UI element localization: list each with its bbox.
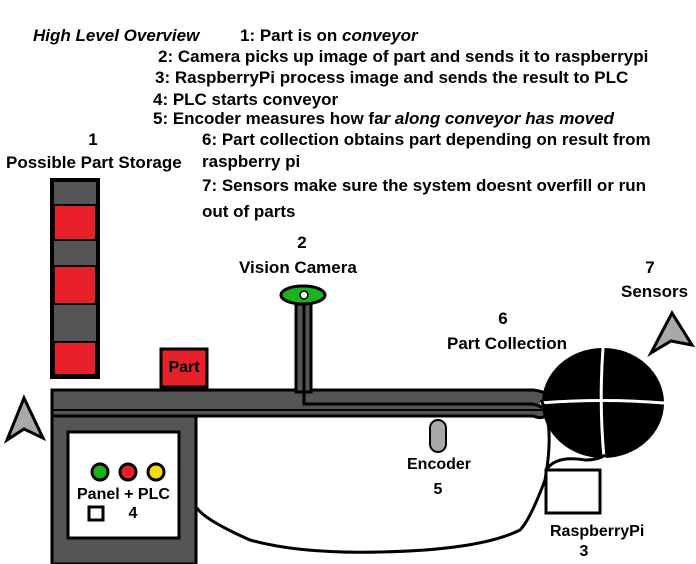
sensors-label: Sensors [621,282,688,301]
encoder-body [429,419,447,453]
raspberry-cable [195,399,551,554]
step-1-emphasis: conveyor [342,26,419,45]
panel-plc: Panel + PLC 4 [50,414,198,564]
yellow-light-icon [146,462,166,482]
part-box [159,347,209,389]
step-2: 2: Camera picks up image of part and sen… [158,47,648,66]
step-4: 4: PLC starts conveyor [153,90,339,109]
step-5-text: 5: Encoder measures how fa [153,109,384,128]
step-1: 1: Part is on conveyor [240,26,419,45]
encoder-number: 5 [434,481,443,498]
panel-label: Panel + PLC [77,486,170,503]
camera-cable [302,300,543,410]
raspberrypi-label: RaspberryPi [550,523,644,540]
panel-button [87,505,105,522]
camera-number: 2 [297,233,306,252]
storage-slot-red [53,341,97,376]
step-5-emphasis: r along conveyor has moved [384,109,615,128]
collection-label: Part Collection [447,334,567,353]
red-light-icon [118,462,138,482]
diagram-title: High Level Overview [33,26,201,45]
left-sensor-arrow-icon [3,394,47,444]
panel-number: 4 [129,505,138,522]
step-6-line-1: 6: Part collection obtains part dependin… [202,130,651,149]
sensors-number: 7 [645,258,654,277]
panel-face [66,430,181,540]
green-light-icon [90,462,110,482]
raspberrypi-box [544,468,602,515]
step-7-line-1: 7: Sensors make sure the system doesnt o… [202,176,646,195]
raspberrypi-number: 3 [580,543,589,560]
storage-number: 1 [88,130,97,149]
part-label: Part [168,359,200,376]
step-1-text: 1: Part is on [240,26,342,45]
storage-label: Possible Part Storage [6,153,182,172]
right-sensor-arrow-icon [647,309,696,358]
storage-slot-red [53,204,97,241]
part-storage-tower [50,178,100,379]
storage-slot-red [53,265,97,305]
part-collection-wheel [539,347,665,459]
step-3: 3: RaspberryPi process image and sends t… [155,68,628,87]
part: Part [159,347,209,389]
step-6-line-2: raspberry pi [202,152,300,171]
camera-label: Vision Camera [239,258,357,277]
camera-lens-icon [299,290,309,300]
encoder-label: Encoder [407,456,471,473]
collection-number: 6 [498,309,507,328]
vision-camera [279,284,543,410]
step-5: 5: Encoder measures how far along convey… [153,109,615,128]
step-7-line-2: out of parts [202,202,296,221]
